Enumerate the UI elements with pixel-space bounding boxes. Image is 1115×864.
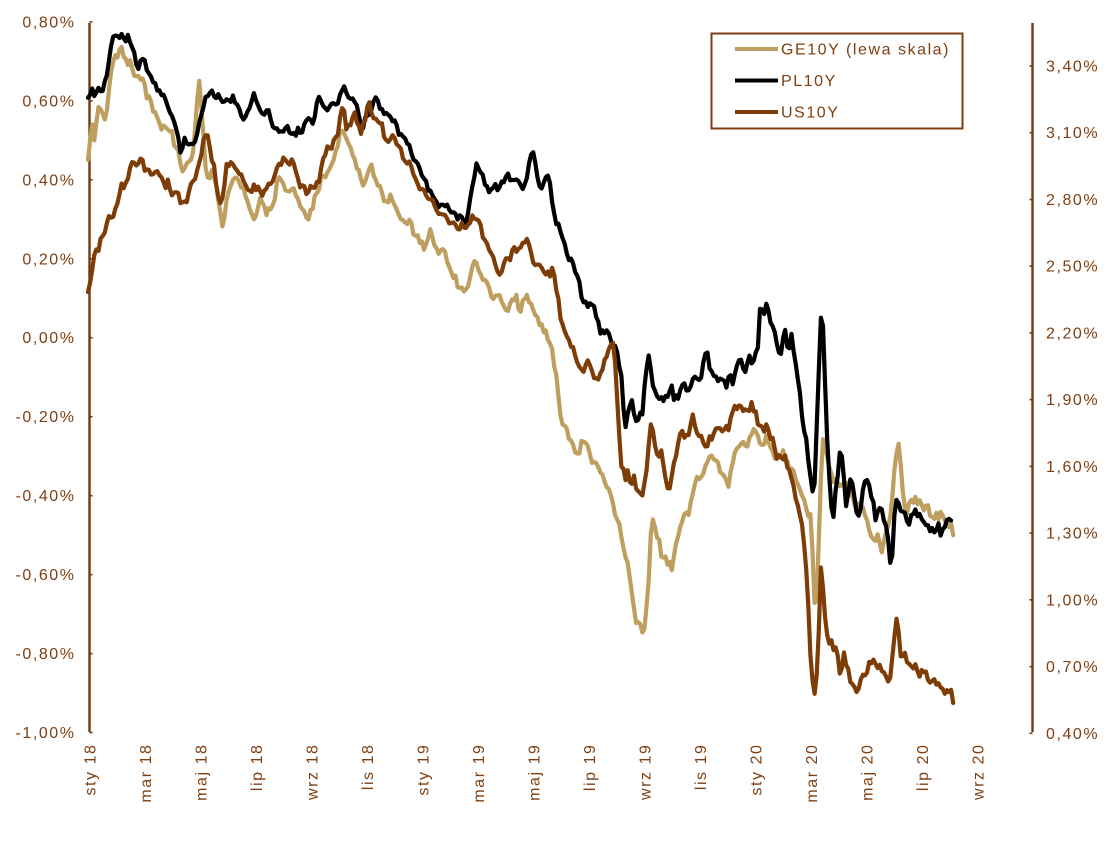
svg-text:0,80%: 0,80%: [22, 14, 75, 31]
svg-text:PL10Y: PL10Y: [781, 73, 837, 90]
svg-text:GE10Y (lewa skala): GE10Y (lewa skala): [781, 42, 950, 59]
svg-text:3,10%: 3,10%: [1046, 125, 1099, 142]
svg-text:mar 20: mar 20: [804, 744, 821, 803]
svg-text:2,20%: 2,20%: [1046, 325, 1099, 342]
svg-text:-0,20%: -0,20%: [16, 409, 76, 426]
svg-text:maj 19: maj 19: [527, 744, 544, 801]
svg-text:maj 18: maj 18: [194, 744, 211, 801]
svg-text:3,40%: 3,40%: [1046, 59, 1099, 76]
svg-text:2,50%: 2,50%: [1046, 259, 1099, 276]
svg-text:wrz 18: wrz 18: [305, 744, 322, 801]
svg-text:lip 19: lip 19: [582, 744, 599, 792]
svg-text:-0,60%: -0,60%: [16, 567, 76, 584]
svg-text:2,80%: 2,80%: [1046, 192, 1099, 209]
svg-text:0,60%: 0,60%: [22, 93, 75, 110]
svg-text:sty 19: sty 19: [416, 744, 433, 796]
svg-text:lip 18: lip 18: [249, 744, 266, 792]
svg-text:0,00%: 0,00%: [22, 330, 75, 347]
svg-text:lip 20: lip 20: [915, 744, 932, 792]
svg-text:-1,00%: -1,00%: [16, 725, 76, 742]
svg-text:0,40%: 0,40%: [1046, 726, 1099, 743]
svg-text:1,30%: 1,30%: [1046, 526, 1099, 543]
svg-text:0,20%: 0,20%: [22, 251, 75, 268]
svg-text:maj 20: maj 20: [860, 744, 877, 801]
svg-text:-0,40%: -0,40%: [16, 488, 76, 505]
svg-text:lis 19: lis 19: [693, 744, 710, 791]
svg-text:1,90%: 1,90%: [1046, 392, 1099, 409]
svg-text:lis 18: lis 18: [360, 744, 377, 791]
svg-text:0,70%: 0,70%: [1046, 659, 1099, 676]
svg-text:sty 20: sty 20: [749, 744, 766, 796]
svg-text:wrz 19: wrz 19: [638, 744, 655, 801]
svg-text:mar 19: mar 19: [471, 744, 488, 803]
svg-text:0,40%: 0,40%: [22, 172, 75, 189]
svg-text:wrz 20: wrz 20: [971, 744, 988, 801]
svg-text:-0,80%: -0,80%: [16, 646, 76, 663]
svg-text:sty 18: sty 18: [83, 744, 100, 796]
svg-text:US10Y: US10Y: [781, 105, 839, 122]
svg-text:1,00%: 1,00%: [1046, 592, 1099, 609]
svg-text:mar 18: mar 18: [138, 744, 155, 803]
svg-text:1,60%: 1,60%: [1046, 459, 1099, 476]
